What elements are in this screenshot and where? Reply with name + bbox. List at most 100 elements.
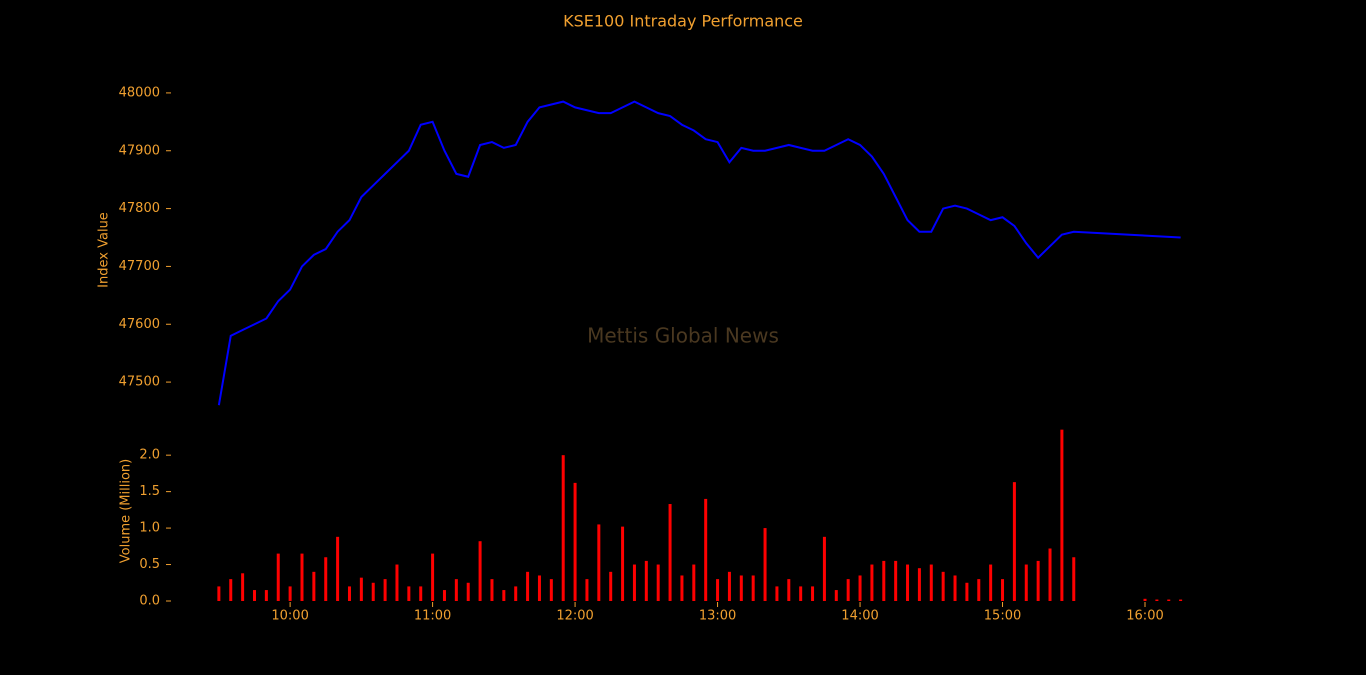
x-tick-label: 15:00 — [984, 609, 1021, 624]
y-tick-label: 0.5 — [139, 557, 160, 572]
y-axis-label: Volume (Million) — [119, 459, 134, 563]
chart-title: KSE100 Intraday Performance — [563, 12, 803, 31]
volume-bar — [775, 586, 779, 601]
volume-bar — [561, 455, 565, 601]
volume-bar — [549, 579, 553, 601]
volume-bar — [264, 590, 268, 601]
y-tick-label: 2.0 — [139, 448, 160, 463]
volume-bar — [811, 586, 815, 601]
volume-bar — [609, 571, 613, 601]
volume-bar — [241, 573, 245, 601]
watermark: Mettis Global News — [587, 324, 779, 348]
volume-bar — [383, 579, 387, 601]
volume-bar — [526, 571, 530, 601]
y-tick-label: 1.0 — [139, 521, 160, 536]
volume-bar — [359, 577, 363, 601]
volume-bar — [941, 571, 945, 601]
volume-bar — [502, 590, 506, 601]
volume-bar — [1024, 564, 1028, 601]
volume-bar — [1036, 560, 1040, 601]
volume-bar — [704, 498, 708, 601]
volume-bar — [407, 586, 411, 601]
index-line — [217, 100, 1181, 406]
volume-bar — [1012, 482, 1016, 601]
volume-bar — [929, 564, 933, 601]
volume-bar — [787, 579, 791, 601]
volume-bar — [1001, 579, 1005, 601]
volume-bar — [442, 590, 446, 601]
x-tick-label: 13:00 — [699, 609, 736, 624]
volume-bar — [680, 575, 684, 601]
x-tick-label: 10:00 — [271, 609, 308, 624]
y-axis-label: Index Value — [97, 212, 112, 288]
volume-bar — [229, 579, 233, 601]
volume-bar — [1155, 599, 1159, 601]
volume-bar — [1143, 598, 1147, 601]
volume-bar — [312, 571, 316, 601]
y-tick-label: 47700 — [119, 259, 160, 274]
y-tick-label: 47500 — [119, 375, 160, 390]
volume-bar — [300, 553, 304, 601]
volume-bar — [716, 579, 720, 601]
volume-bar — [1167, 599, 1171, 601]
volume-bar — [276, 553, 280, 601]
volume-bar — [478, 541, 482, 601]
volume-bar — [917, 568, 921, 601]
volume-bar — [763, 528, 767, 601]
volume-bar — [347, 586, 351, 601]
volume-bar — [977, 579, 981, 601]
x-tick-label: 12:00 — [556, 609, 593, 624]
volume-bar — [1048, 548, 1052, 601]
volume-bar — [1072, 557, 1076, 601]
volume-bar — [656, 564, 660, 601]
volume-bar — [834, 590, 838, 601]
volume-bar — [989, 564, 993, 601]
volume-bar — [1060, 429, 1064, 601]
volume-bar — [371, 582, 375, 601]
y-tick-label: 47800 — [119, 201, 160, 216]
x-tick-label: 16:00 — [1126, 609, 1163, 624]
volume-bar — [751, 575, 755, 601]
x-tick-label: 11:00 — [414, 609, 451, 624]
volume-bar — [632, 564, 636, 601]
y-tick-label: 47600 — [119, 317, 160, 332]
volume-bar — [965, 582, 969, 601]
volume-bar — [252, 590, 256, 601]
volume-bar — [419, 586, 423, 601]
volume-bar — [490, 579, 494, 601]
volume-bar — [870, 564, 874, 601]
volume-bar — [906, 564, 910, 601]
volume-bar — [597, 524, 601, 601]
volume-bar — [739, 575, 743, 601]
volume-bar — [1179, 599, 1183, 601]
volume-bar — [395, 564, 399, 601]
x-tick-label: 14:00 — [841, 609, 878, 624]
volume-bar — [466, 582, 470, 601]
volume-bar — [692, 564, 696, 601]
volume-bar — [336, 536, 340, 601]
volume-bar — [573, 482, 577, 601]
y-tick-label: 47900 — [119, 143, 160, 158]
volume-bar — [894, 560, 898, 601]
volume-bar — [217, 586, 221, 601]
volume-bar — [585, 579, 589, 601]
volume-bar — [846, 579, 850, 601]
y-tick-label: 1.5 — [139, 484, 160, 499]
y-tick-label: 48000 — [119, 85, 160, 100]
volume-bar — [288, 586, 292, 601]
volume-bar — [668, 504, 672, 601]
volume-bar — [514, 586, 518, 601]
volume-bar — [431, 553, 435, 601]
volume-bar — [644, 560, 648, 601]
volume-bar — [727, 571, 731, 601]
y-tick-label: 0.0 — [139, 594, 160, 609]
volume-bar — [454, 579, 458, 601]
volume-bar — [858, 575, 862, 601]
volume-bar — [882, 560, 886, 601]
volume-bar — [799, 586, 803, 601]
volume-bar — [822, 536, 826, 601]
volume-bar — [537, 575, 541, 601]
volume-bar — [621, 526, 625, 601]
